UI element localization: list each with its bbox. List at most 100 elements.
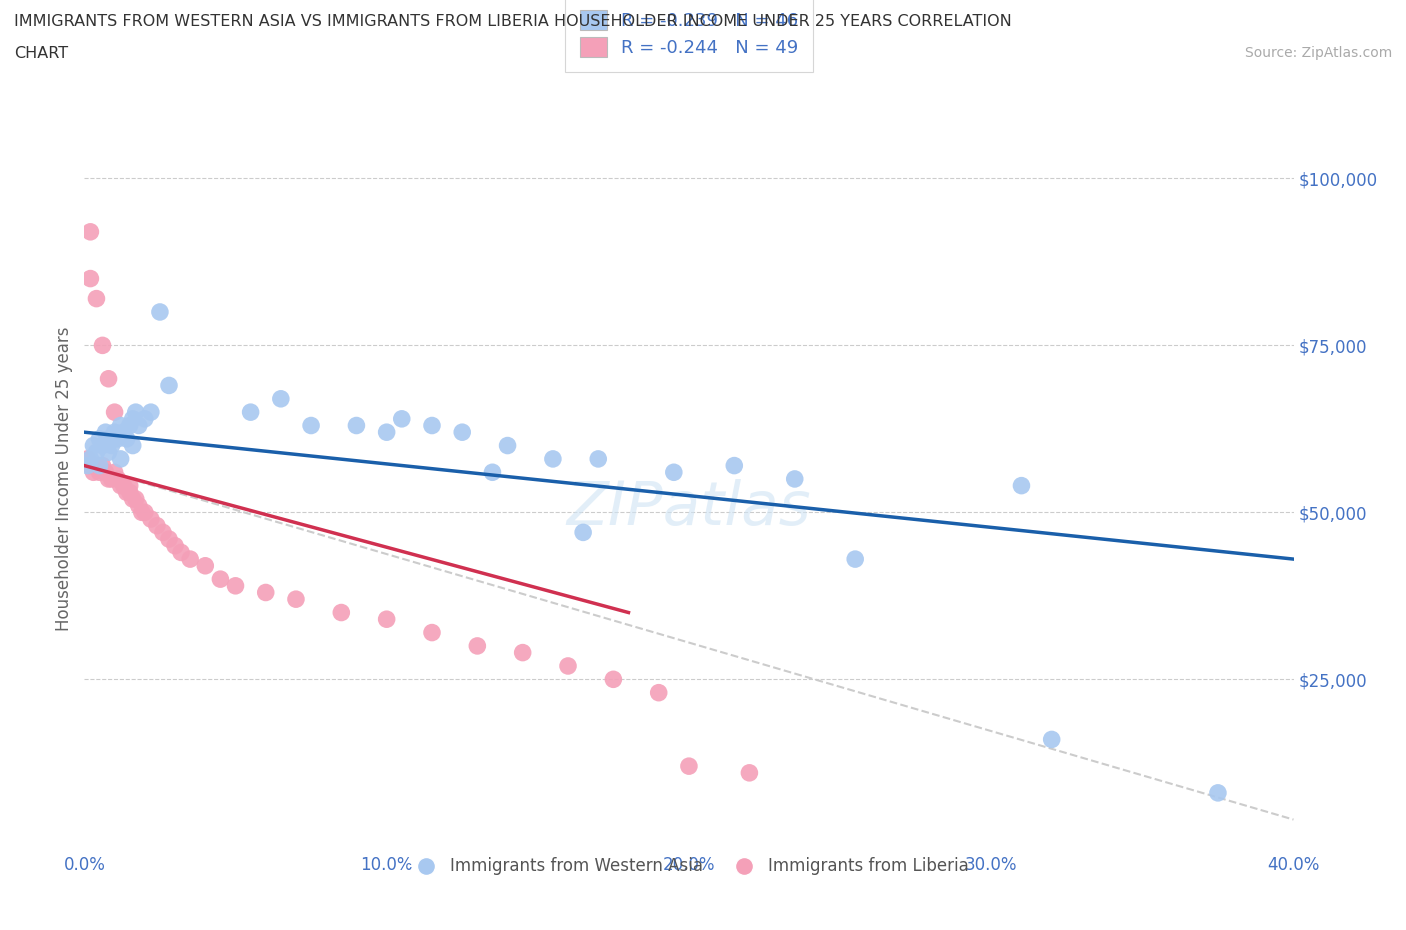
Legend: Immigrants from Western Asia, Immigrants from Liberia: Immigrants from Western Asia, Immigrants… xyxy=(404,851,974,882)
Point xyxy=(375,425,398,440)
Point xyxy=(648,685,671,700)
Point xyxy=(125,405,148,419)
Point xyxy=(107,472,129,486)
Point xyxy=(451,425,474,440)
Point xyxy=(783,472,806,486)
Point xyxy=(97,472,120,486)
Point xyxy=(467,639,489,654)
Point xyxy=(76,451,98,466)
Point xyxy=(602,671,624,686)
Point xyxy=(346,418,368,433)
Text: ZIPatlas: ZIPatlas xyxy=(567,479,811,538)
Point xyxy=(146,518,169,533)
Point xyxy=(270,392,292,406)
Point xyxy=(100,472,122,486)
Point xyxy=(134,505,156,520)
Point xyxy=(157,532,180,547)
Point xyxy=(94,425,117,440)
Point xyxy=(481,465,503,480)
Point xyxy=(662,465,685,480)
Point xyxy=(82,465,104,480)
Point xyxy=(1206,786,1229,801)
Point xyxy=(557,658,579,673)
Point xyxy=(76,458,98,473)
Point xyxy=(299,418,322,433)
Text: Source: ZipAtlas.com: Source: ZipAtlas.com xyxy=(1244,46,1392,60)
Point xyxy=(118,478,141,493)
Point xyxy=(115,485,138,499)
Point xyxy=(139,405,162,419)
Point xyxy=(104,405,127,419)
Point xyxy=(496,438,519,453)
Point xyxy=(86,291,108,306)
Point xyxy=(391,411,413,426)
Point xyxy=(82,438,104,453)
Point xyxy=(107,432,129,446)
Point xyxy=(89,465,111,480)
Point xyxy=(121,492,143,507)
Point xyxy=(79,458,101,473)
Point xyxy=(134,411,156,426)
Point xyxy=(179,551,201,566)
Point xyxy=(121,411,143,426)
Point xyxy=(723,458,745,473)
Point xyxy=(89,432,111,446)
Point xyxy=(239,405,262,419)
Point xyxy=(104,425,127,440)
Point xyxy=(79,224,101,239)
Y-axis label: Householder Income Under 25 years: Householder Income Under 25 years xyxy=(55,326,73,631)
Point xyxy=(97,432,120,446)
Point xyxy=(128,498,150,513)
Point xyxy=(112,425,135,440)
Point xyxy=(420,418,443,433)
Point xyxy=(209,572,232,587)
Point xyxy=(97,371,120,386)
Point xyxy=(588,451,610,466)
Point xyxy=(89,458,111,473)
Point xyxy=(112,478,135,493)
Point xyxy=(254,585,277,600)
Point xyxy=(844,551,866,566)
Point xyxy=(1040,732,1063,747)
Point xyxy=(152,525,174,539)
Point xyxy=(79,451,101,466)
Point xyxy=(115,432,138,446)
Point xyxy=(100,438,122,453)
Point xyxy=(91,438,114,453)
Point xyxy=(157,378,180,392)
Point xyxy=(128,418,150,433)
Point xyxy=(738,765,761,780)
Point xyxy=(104,465,127,480)
Point xyxy=(149,304,172,319)
Point xyxy=(285,591,308,606)
Point xyxy=(118,418,141,433)
Point xyxy=(121,438,143,453)
Point xyxy=(79,272,101,286)
Point xyxy=(170,545,193,560)
Point xyxy=(572,525,595,539)
Point xyxy=(110,478,132,493)
Point xyxy=(97,445,120,459)
Point xyxy=(225,578,247,593)
Point xyxy=(165,538,187,553)
Point xyxy=(194,558,217,573)
Point xyxy=(678,759,700,774)
Text: CHART: CHART xyxy=(14,46,67,61)
Point xyxy=(91,458,114,473)
Point xyxy=(118,485,141,499)
Point xyxy=(420,625,443,640)
Point xyxy=(86,445,108,459)
Point xyxy=(375,612,398,627)
Point xyxy=(91,338,114,352)
Point xyxy=(139,512,162,526)
Point xyxy=(541,451,564,466)
Point xyxy=(330,605,353,620)
Point xyxy=(110,451,132,466)
Point xyxy=(110,418,132,433)
Text: IMMIGRANTS FROM WESTERN ASIA VS IMMIGRANTS FROM LIBERIA HOUSEHOLDER INCOME UNDER: IMMIGRANTS FROM WESTERN ASIA VS IMMIGRAN… xyxy=(14,14,1012,29)
Point xyxy=(131,505,153,520)
Point xyxy=(1011,478,1033,493)
Point xyxy=(512,645,534,660)
Point xyxy=(94,465,117,480)
Point xyxy=(86,458,108,473)
